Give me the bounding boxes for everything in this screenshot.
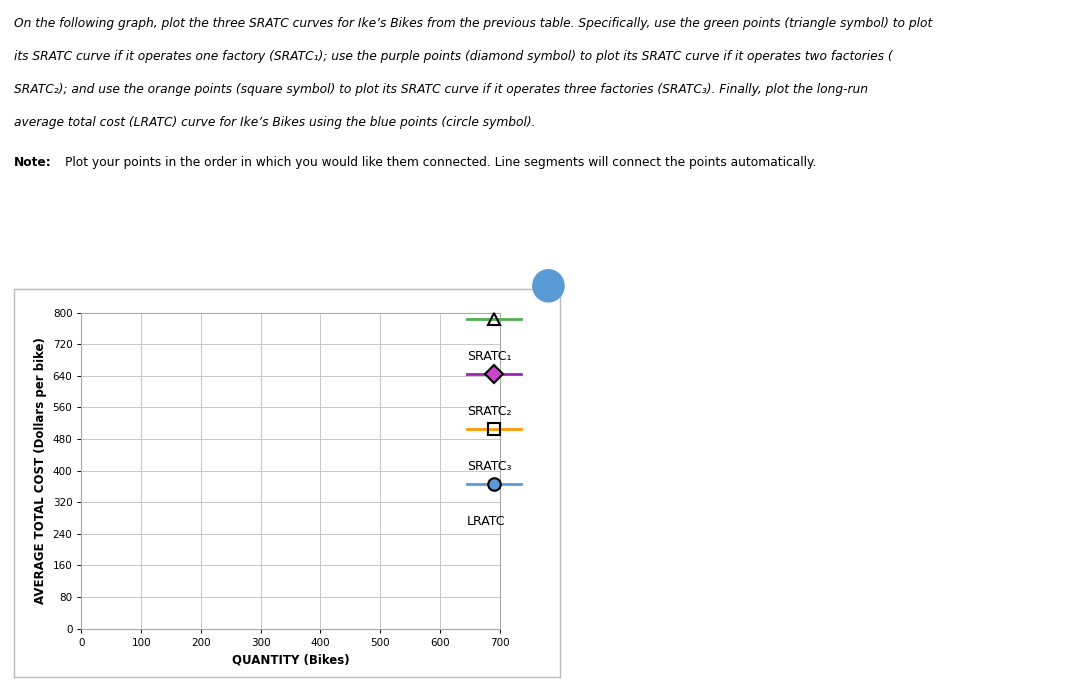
Text: average total cost (LRATC) curve for Ike’s Bikes using the blue points (circle s: average total cost (LRATC) curve for Ike… (14, 116, 535, 129)
Text: its SRATC curve if it operates one factory (SRATC₁); use the purple points (diam: its SRATC curve if it operates one facto… (14, 50, 893, 63)
Circle shape (533, 270, 564, 302)
Text: ?: ? (544, 279, 553, 293)
Text: SRATC₃: SRATC₃ (467, 460, 512, 473)
Text: LRATC: LRATC (467, 515, 505, 528)
Text: On the following graph, plot the three SRATC curves for Ike’s Bikes from the pre: On the following graph, plot the three S… (14, 17, 933, 30)
Text: Note:: Note: (14, 156, 52, 169)
Text: SRATC₂); and use the orange points (square symbol) to plot its SRATC curve if it: SRATC₂); and use the orange points (squa… (14, 83, 868, 96)
Text: Plot your points in the order in which you would like them connected. Line segme: Plot your points in the order in which y… (65, 156, 817, 169)
Text: SRATC₁: SRATC₁ (467, 350, 512, 363)
Text: SRATC₂: SRATC₂ (467, 405, 512, 418)
X-axis label: QUANTITY (Bikes): QUANTITY (Bikes) (231, 653, 350, 666)
Y-axis label: AVERAGE TOTAL COST (Dollars per bike): AVERAGE TOTAL COST (Dollars per bike) (34, 337, 47, 604)
